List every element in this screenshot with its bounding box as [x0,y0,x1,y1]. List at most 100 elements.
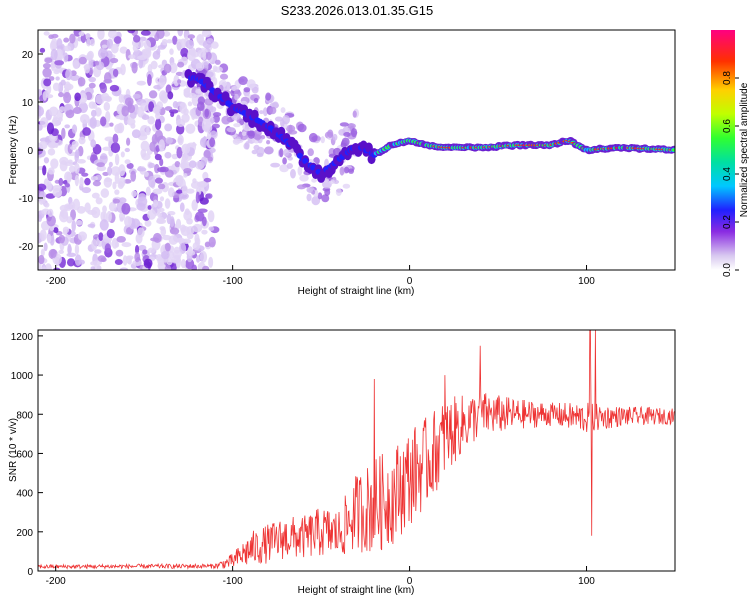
snr-ytick-label: 800 [16,410,33,421]
spectrogram-noise-blob [47,167,55,175]
spectrogram-noise-blob [79,177,84,188]
spectrogram-noise-blob [201,119,207,131]
spectrogram-noise-blob [207,131,212,140]
spectrogram-noise-blob [339,122,349,127]
spectrogram-noise-blob [77,76,86,87]
spectrogram-noise-blob [43,157,50,164]
spectrogram-noise-blob [246,79,256,89]
spectrogram-noise-blob [148,175,156,188]
spectrogram-noise-blob [38,105,45,117]
spectrogram-noise-blob [38,183,47,191]
spectrogram-noise-blob [131,129,141,139]
spectrogram-noise-blob [143,39,152,50]
spectrogram-noise-blob [70,74,80,81]
snr-xtick-label: -100 [223,576,243,587]
spectrogram-noise-blob [282,115,290,125]
spectrogram-noise-blob [177,30,184,37]
spectrogram-noise-blob [42,67,52,78]
spectrogram-noise-blob [201,30,212,38]
spectrogram-ytick-label: 10 [22,98,34,109]
spectrogram-noise-blob [119,267,129,270]
spectrogram-noise-blob [147,205,152,210]
spectrogram-noise-blob [84,63,90,74]
spectrogram-noise-blob [42,63,51,69]
spectrogram-noise-blob [48,106,59,117]
spectrogram-noise-blob [207,210,215,223]
spectrogram-noise-blob [102,205,107,213]
spectrogram-noise-blob [109,57,119,64]
spectrogram-noise-blob [327,129,334,138]
spectrogram-noise-blob [78,56,87,65]
spectrogram-noise-blob [160,91,169,104]
spectrogram-noise-blob [74,92,81,102]
spectrogram-noise-blob [99,219,109,231]
spectrogram-noise-blob [87,223,96,228]
spectrogram-noise-blob [71,140,79,148]
spectrogram-noise-blob [208,226,215,232]
spectrogram-noise-blob [99,83,107,94]
spectrogram-noise-blob [98,232,104,241]
spectrogram-noise-blob [211,123,221,129]
spectrogram-noise-blob [137,227,145,238]
spectrogram-noise-blob [339,166,345,176]
spectrogram-noise-blob [63,52,69,63]
spectrogram-noise-blob [279,148,284,158]
spectrogram-noise-blob [63,45,72,52]
spectrogram-noise-blob [90,261,98,266]
spectrogram-noise-blob [197,208,208,213]
spectrogram-noise-blob [62,226,70,234]
spectrogram-noise-blob [171,153,179,160]
spectrogram-noise-blob [128,54,136,59]
spectrogram-noise-blob [147,247,156,254]
spectrogram-ytick-label: -10 [19,194,34,205]
spectrogram-noise-blob [88,82,96,89]
spectrogram-noise-blob [136,167,147,172]
spectrogram-ridge-outer [277,126,286,137]
spectrogram-noise-blob [75,149,80,159]
snr-ytick-label: 1000 [11,371,34,382]
snr-xtick-label: 100 [578,576,595,587]
spectrogram-noise-blob [183,173,188,178]
spectrogram-noise-blob [210,130,217,138]
spectrogram-noise-blob [66,172,72,184]
spectrogram-noise-blob [152,106,160,114]
spectrogram-noise-blob [132,259,143,267]
spectrogram-noise-blob [41,266,48,270]
colorbar-tick-label: 0.6 [722,119,733,133]
spectrogram-noise-blob [170,261,177,270]
spectrogram-noise-blob [100,116,107,127]
spectrogram-noise-blob [340,142,347,148]
spectrogram-noise-blob [157,212,163,218]
spectrogram-noise-blob [48,34,55,40]
spectrogram-noise-blob [241,131,247,137]
spectrogram-noise-blob [65,109,75,119]
snr-ytick-label: 0 [27,567,33,578]
spectrogram-noise-blob [324,188,331,197]
colorbar-tick-label: 0.0 [722,263,733,277]
colorbar-label: Normalized spectral amplitude [739,82,750,217]
snr-ytick-label: 1200 [11,332,34,343]
spectrogram-noise-blob [64,183,70,188]
spectrogram-noise-blob [39,47,46,53]
spectrogram-noise-blob [187,34,196,39]
spectrogram-noise-blob [104,178,113,183]
spectrogram-noise-blob [190,108,196,121]
spectrogram-noise-blob [46,214,56,227]
snr-plot-area [38,330,675,571]
spectrogram-noise-blob [138,244,147,251]
spectrogram-noise-blob [161,250,170,260]
spectrogram-noise-blob [75,220,83,226]
spectrogram-noise-blob [195,255,201,263]
spectrogram-noise-blob [201,229,208,235]
spectrogram-noise-blob [183,168,192,174]
spectrogram-noise-blob [89,38,95,47]
spectrogram-noise-blob [286,163,293,170]
spectrogram-noise-blob [69,33,76,44]
spectrogram-noise-blob [119,46,128,54]
spectrogram-noise-blob [38,147,43,155]
spectrogram-noise-blob [100,188,110,198]
spectrogram-noise-blob [67,159,73,164]
spectrogram-noise-blob [212,114,220,123]
spectrogram-noise-blob [68,165,76,173]
spectrogram-noise-blob [350,127,358,138]
